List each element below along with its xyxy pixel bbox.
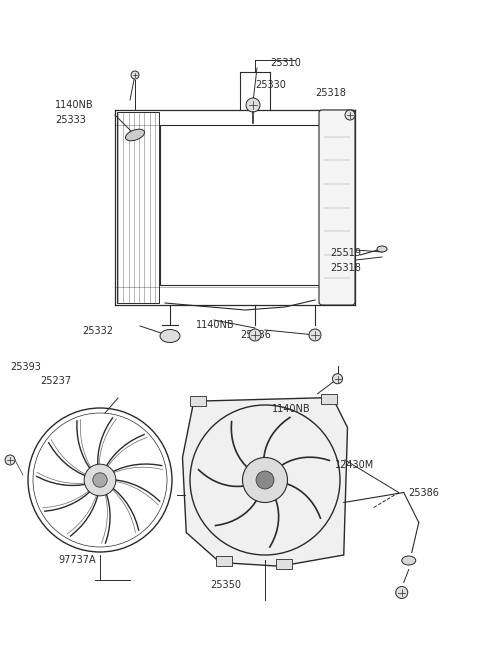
Text: 1140NB: 1140NB bbox=[272, 404, 311, 414]
Ellipse shape bbox=[402, 556, 416, 565]
Bar bbox=[276, 559, 292, 569]
Circle shape bbox=[309, 329, 321, 341]
Ellipse shape bbox=[377, 246, 387, 252]
Circle shape bbox=[131, 71, 139, 79]
Text: 25386: 25386 bbox=[408, 488, 439, 498]
Text: 25332: 25332 bbox=[82, 326, 113, 336]
Text: 1140NB: 1140NB bbox=[196, 320, 235, 330]
Bar bbox=[117, 112, 159, 303]
Text: 25519: 25519 bbox=[330, 248, 361, 258]
Text: 1140NB: 1140NB bbox=[55, 100, 94, 110]
Circle shape bbox=[396, 587, 408, 599]
Text: 25237: 25237 bbox=[40, 376, 71, 386]
Text: 12430M: 12430M bbox=[335, 460, 374, 470]
Circle shape bbox=[93, 473, 107, 487]
Ellipse shape bbox=[160, 330, 180, 342]
Text: 25336: 25336 bbox=[240, 330, 271, 340]
Text: 25318: 25318 bbox=[315, 88, 346, 98]
Circle shape bbox=[5, 455, 15, 465]
Bar bbox=[160, 125, 320, 285]
Text: 25350: 25350 bbox=[210, 580, 241, 590]
Circle shape bbox=[242, 457, 288, 503]
Circle shape bbox=[256, 471, 274, 489]
Text: 25333: 25333 bbox=[55, 115, 86, 125]
Text: 25330: 25330 bbox=[255, 80, 286, 90]
Circle shape bbox=[333, 374, 343, 384]
Bar bbox=[216, 556, 232, 566]
Circle shape bbox=[345, 110, 355, 120]
FancyBboxPatch shape bbox=[319, 110, 355, 305]
Bar bbox=[321, 394, 337, 404]
Text: 97737A: 97737A bbox=[58, 555, 96, 565]
Circle shape bbox=[249, 329, 261, 341]
Text: 25393: 25393 bbox=[10, 362, 41, 372]
Circle shape bbox=[84, 464, 116, 496]
Bar bbox=[190, 396, 205, 406]
Text: 25318: 25318 bbox=[330, 263, 361, 273]
Text: 25310: 25310 bbox=[270, 58, 301, 68]
Polygon shape bbox=[182, 397, 348, 566]
Circle shape bbox=[246, 98, 260, 112]
Ellipse shape bbox=[125, 129, 144, 141]
